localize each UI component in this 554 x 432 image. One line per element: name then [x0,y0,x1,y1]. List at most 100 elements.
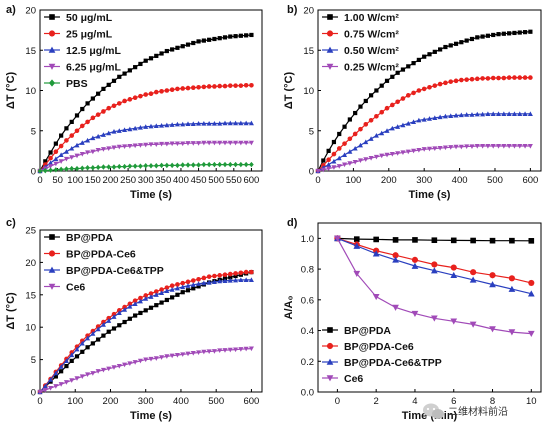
x-tick-label: 600 [243,175,259,186]
data-point [389,125,395,131]
data-point [175,162,180,169]
data-point [153,123,159,129]
data-point [501,75,507,81]
data-point [336,146,342,151]
data-point [190,278,196,283]
data-point [206,274,212,279]
x-tick-label: 500 [208,396,224,407]
data-point [243,140,249,146]
data-point [148,356,154,362]
data-point [390,102,395,108]
data-point [233,83,238,88]
data-point [212,273,217,279]
data-point [37,168,43,174]
x-tick-label: 300 [416,175,432,186]
x-tick-label: 550 [226,175,242,186]
data-point [353,236,360,242]
legend-marker [326,358,334,365]
data-point [509,237,515,244]
legend-marker [48,63,56,70]
legend-marker [49,14,55,20]
data-point [489,272,496,279]
data-point [450,271,458,279]
data-point [185,141,191,146]
panel-label: c) [6,217,16,229]
data-point [143,58,148,63]
data-point [448,43,453,48]
data-point [347,117,352,122]
data-point [363,122,369,127]
data-point [321,158,326,163]
data-point [412,237,418,243]
data-point [249,82,254,88]
data-point [153,142,159,147]
data-point [196,141,202,146]
data-point [159,51,164,56]
data-point [180,352,186,357]
data-point [69,133,75,138]
data-point [122,144,128,149]
data-point [384,105,390,111]
legend-entry: BP@PDA-Ce6&TPP [322,357,442,369]
data-point [342,141,347,146]
data-point [64,363,69,369]
data-point [191,286,196,291]
data-point [148,291,154,296]
data-point [175,86,180,92]
x-tick-label: 350 [155,175,171,186]
series-line [317,76,531,172]
data-point [169,141,175,147]
series-4 [37,161,254,174]
data-point [63,156,69,162]
data-point [122,98,127,104]
x-tick-label: 100 [345,175,361,186]
x-tick-label: 200 [103,396,119,407]
data-point [512,75,517,80]
data-point [196,84,201,90]
data-point [217,161,223,168]
data-point [437,81,443,87]
data-point [432,49,437,54]
data-point [331,139,337,145]
data-point [48,150,53,155]
data-point [470,237,476,244]
data-point [143,163,149,169]
data-point [190,351,196,356]
data-point [480,76,485,81]
data-point [416,117,422,123]
data-point [175,282,180,287]
data-point [138,295,143,301]
data-point [227,347,233,353]
data-point [227,278,233,283]
legend-entry: 25 μg/mL [44,29,113,41]
data-point [201,275,207,281]
data-point [196,281,202,286]
data-point [217,140,223,146]
y-tick-label: 0.8 [301,265,314,276]
data-point [248,277,254,282]
data-point [90,341,95,346]
plot-frame [39,229,263,393]
data-point [116,363,122,369]
data-point [37,389,43,395]
data-point [58,166,64,173]
data-point [106,329,111,334]
data-point [400,67,406,72]
data-point [342,162,348,168]
x-tick-label: 500 [487,175,503,186]
data-point [217,83,223,89]
data-point [432,115,438,120]
data-point [379,83,384,88]
data-point [453,112,459,118]
legend-entry: 0.25 W/cm² [322,62,399,74]
data-point [243,120,249,126]
y-tick-label: 0 [31,388,36,399]
data-point [53,156,59,162]
data-point [469,276,477,283]
data-point [127,163,133,169]
panel-b: b) 0 100 200 300 400 500 600 0 5 10 15 20 Time (s) ΔT … [283,4,542,201]
data-point [212,36,217,42]
x-tick-label: 200 [381,175,397,186]
legend-marker [49,234,55,240]
data-point [74,346,80,352]
